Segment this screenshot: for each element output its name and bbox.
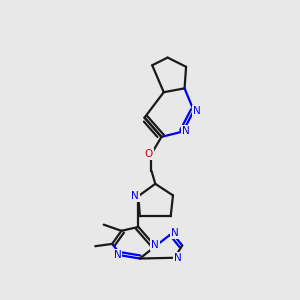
Text: N: N — [152, 240, 159, 250]
Text: N: N — [193, 106, 201, 116]
Text: N: N — [171, 228, 179, 238]
Text: O: O — [144, 149, 152, 159]
Text: N: N — [182, 127, 190, 136]
Text: N: N — [131, 191, 139, 201]
Text: N: N — [174, 253, 182, 263]
Text: N: N — [114, 250, 122, 260]
